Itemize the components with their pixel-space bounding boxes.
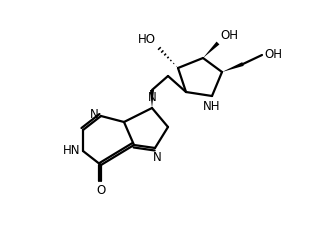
Text: OH: OH [220,29,238,42]
Polygon shape [203,42,219,58]
Polygon shape [222,62,244,72]
Text: N: N [153,151,161,164]
Text: N: N [148,91,156,104]
Text: HO: HO [138,33,156,46]
Text: OH: OH [264,49,282,62]
Text: NH: NH [203,100,221,113]
Text: O: O [96,184,106,197]
Polygon shape [150,90,154,108]
Text: N: N [90,107,99,121]
Text: HN: HN [63,145,80,157]
